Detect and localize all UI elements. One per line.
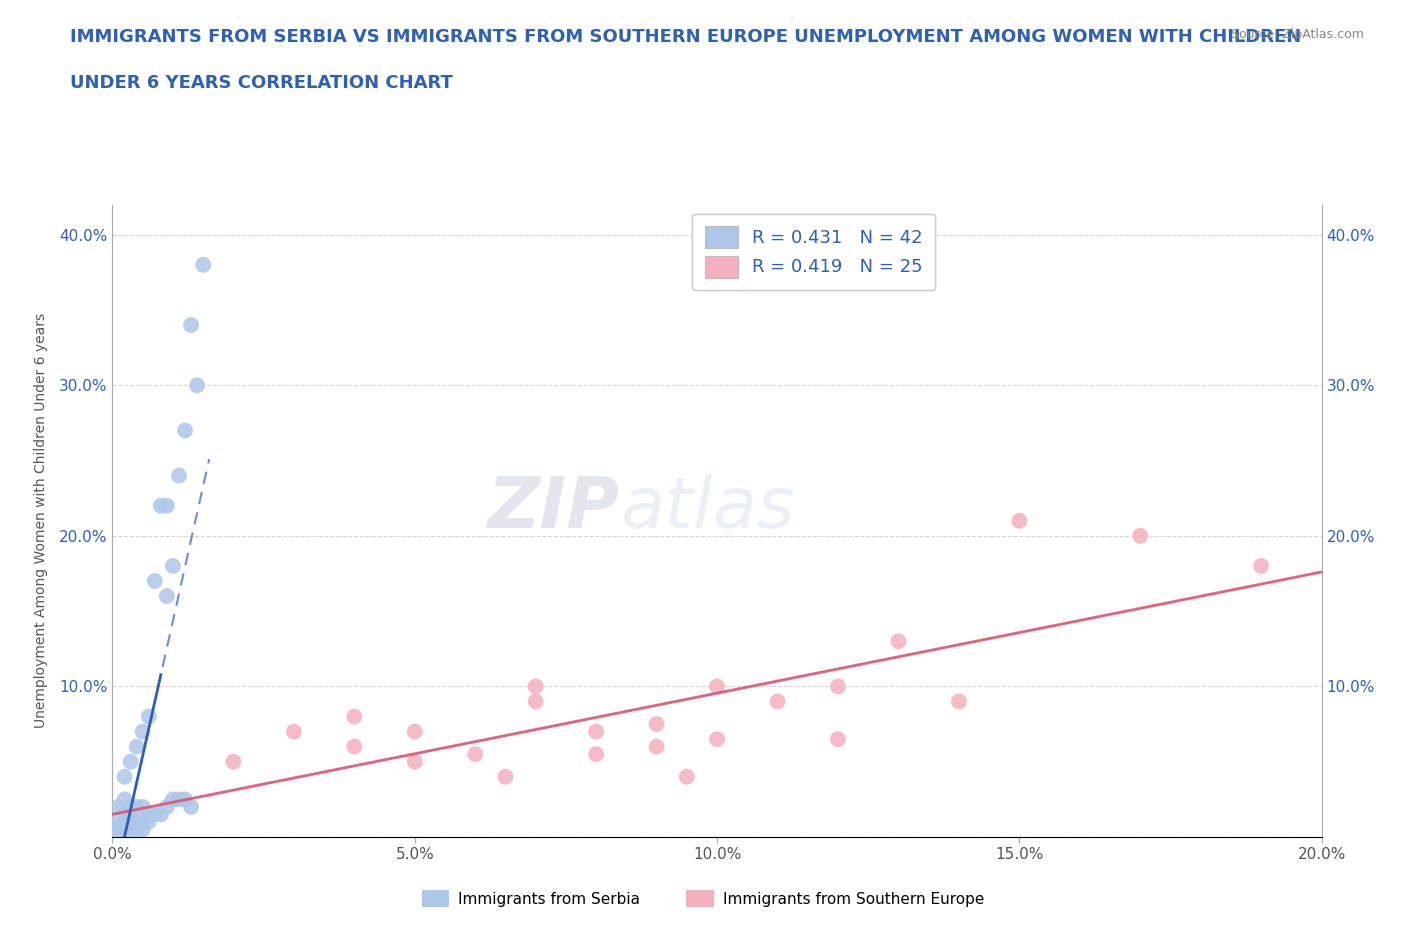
Point (156, 498, 179, 513)
Point (283, 724, 305, 739)
Point (524, 694, 547, 709)
Point (114, 769, 136, 784)
Point (149, 498, 172, 513)
Point (107, 822, 129, 837)
Point (114, 792, 136, 807)
Point (675, 769, 697, 784)
Point (114, 807, 136, 822)
Point (191, 258, 214, 272)
Point (404, 724, 426, 739)
Point (645, 739, 668, 754)
Point (156, 800, 179, 815)
Point (132, 815, 155, 830)
Point (706, 679, 728, 694)
Point (125, 739, 148, 754)
Point (180, 800, 202, 815)
Point (585, 724, 607, 739)
Point (464, 747, 486, 762)
Point (125, 822, 148, 837)
Legend: R = 0.431   N = 42, R = 0.419   N = 25: R = 0.431 N = 42, R = 0.419 N = 25 (692, 214, 935, 290)
Text: Source: ZipAtlas.com: Source: ZipAtlas.com (1230, 28, 1364, 41)
Point (156, 589, 179, 604)
Point (167, 792, 190, 807)
Point (114, 822, 136, 837)
Point (1129, 528, 1152, 543)
Point (222, 754, 245, 769)
Point (120, 754, 142, 769)
Point (149, 807, 172, 822)
Point (174, 423, 197, 438)
Point (706, 732, 728, 747)
Point (143, 807, 166, 822)
Point (186, 378, 208, 392)
Text: UNDER 6 YEARS CORRELATION CHART: UNDER 6 YEARS CORRELATION CHART (70, 74, 453, 92)
Point (132, 724, 155, 739)
Point (180, 318, 202, 333)
Point (404, 754, 426, 769)
Point (887, 634, 910, 649)
Point (167, 468, 190, 483)
Point (138, 815, 160, 830)
Point (948, 694, 970, 709)
Point (827, 732, 849, 747)
Point (120, 822, 142, 837)
Point (125, 800, 148, 815)
Point (162, 792, 184, 807)
Point (524, 679, 547, 694)
Point (143, 574, 166, 589)
Point (107, 800, 129, 815)
Point (645, 717, 668, 732)
Point (827, 679, 849, 694)
Point (174, 792, 197, 807)
Point (114, 815, 136, 830)
Point (132, 822, 155, 837)
Point (101, 822, 124, 837)
Point (343, 709, 366, 724)
Point (495, 769, 517, 784)
Point (107, 815, 129, 830)
Y-axis label: Unemployment Among Women with Children Under 6 years: Unemployment Among Women with Children U… (34, 313, 48, 728)
Text: atlas: atlas (620, 473, 794, 542)
Point (343, 739, 366, 754)
Point (766, 694, 789, 709)
Point (162, 559, 184, 574)
Point (120, 800, 142, 815)
Text: ZIP: ZIP (488, 473, 620, 542)
Point (132, 800, 155, 815)
Point (1250, 559, 1272, 574)
Legend: Immigrants from Serbia, Immigrants from Southern Europe: Immigrants from Serbia, Immigrants from … (416, 884, 990, 913)
Point (138, 709, 160, 724)
Point (125, 815, 148, 830)
Text: IMMIGRANTS FROM SERBIA VS IMMIGRANTS FROM SOUTHERN EUROPE UNEMPLOYMENT AMONG WOM: IMMIGRANTS FROM SERBIA VS IMMIGRANTS FRO… (70, 28, 1302, 46)
Point (1008, 513, 1031, 528)
Point (120, 807, 142, 822)
Point (585, 747, 607, 762)
Point (120, 815, 142, 830)
Point (138, 807, 160, 822)
